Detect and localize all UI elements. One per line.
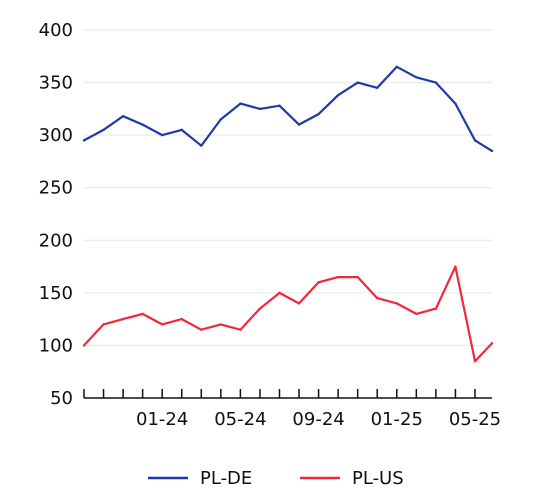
data-point-pl-us xyxy=(415,312,418,316)
data-point-pl-us xyxy=(376,296,379,300)
data-point-pl-de xyxy=(278,104,281,107)
data-point-pl-de xyxy=(473,139,477,142)
x-tick-label: 05-24 xyxy=(214,409,266,430)
data-point-pl-us xyxy=(102,323,105,326)
data-point-pl-de xyxy=(121,115,125,118)
data-point-pl-de xyxy=(415,76,418,79)
series-line-pl-de xyxy=(82,65,494,152)
data-point-pl-de xyxy=(258,107,262,111)
data-point-pl-de xyxy=(395,65,398,69)
data-point-pl-de xyxy=(317,112,320,116)
data-point-pl-us xyxy=(317,281,320,284)
data-point-pl-us xyxy=(121,317,125,321)
data-point-pl-us xyxy=(219,323,223,326)
data-point-pl-us xyxy=(180,317,183,321)
data-point-pl-de xyxy=(219,118,223,121)
data-point-pl-us xyxy=(258,307,262,310)
data-point-pl-de xyxy=(180,128,183,132)
y-tick-label: 250 xyxy=(39,178,73,199)
data-point-pl-de xyxy=(239,102,242,105)
data-point-pl-us xyxy=(160,323,164,326)
legend-label-pl-us: PL-US xyxy=(352,468,404,489)
data-point-pl-de xyxy=(102,128,105,132)
data-point-pl-de xyxy=(336,93,340,97)
x-tick-label: 01-24 xyxy=(136,409,188,430)
data-point-pl-de xyxy=(141,123,144,126)
y-tick-label: 100 xyxy=(39,335,73,356)
data-point-pl-us xyxy=(239,328,242,331)
data-point-pl-de xyxy=(490,149,494,153)
series-lines xyxy=(82,65,494,363)
data-point-pl-de xyxy=(376,86,379,90)
data-point-pl-us xyxy=(356,275,359,279)
data-point-pl-us xyxy=(278,291,281,295)
data-point-pl-de xyxy=(356,81,359,84)
y-tick-label: 200 xyxy=(39,230,73,251)
data-point-pl-us xyxy=(200,328,203,331)
y-tick-label: 350 xyxy=(39,73,73,94)
data-point-pl-us xyxy=(297,302,301,305)
data-point-pl-us xyxy=(336,275,340,279)
data-point-pl-de xyxy=(454,102,457,105)
data-point-pl-de xyxy=(200,144,203,147)
data-point-pl-de xyxy=(434,81,438,84)
y-axis: 400 350 300 250 200 150 100 50 xyxy=(39,20,73,409)
legend-label-pl-de: PL-DE xyxy=(200,468,252,489)
data-point-pl-us xyxy=(473,360,477,363)
x-axis: 01-24 05-24 09-24 01-25 05-25 xyxy=(83,389,501,430)
series-line-pl-us xyxy=(82,265,494,363)
legend: PL-DE PL-US xyxy=(148,468,404,489)
data-point-pl-us xyxy=(82,344,86,347)
data-point-pl-us xyxy=(454,265,457,268)
data-point-pl-us xyxy=(490,342,494,345)
data-point-pl-us xyxy=(141,312,144,316)
x-tick-label: 05-25 xyxy=(449,409,501,430)
data-point-pl-us xyxy=(434,307,438,310)
x-tick-label: 09-24 xyxy=(292,409,344,430)
y-tick-label: 50 xyxy=(50,388,73,409)
data-point-pl-de xyxy=(160,133,164,137)
gridlines xyxy=(84,29,492,399)
x-tick-label: 01-25 xyxy=(371,409,423,430)
data-point-pl-de xyxy=(297,123,301,126)
y-tick-label: 150 xyxy=(39,283,73,304)
data-point-pl-de xyxy=(82,139,86,142)
y-tick-label: 300 xyxy=(39,125,73,146)
y-tick-label: 400 xyxy=(39,20,73,41)
data-point-pl-us xyxy=(395,302,398,305)
